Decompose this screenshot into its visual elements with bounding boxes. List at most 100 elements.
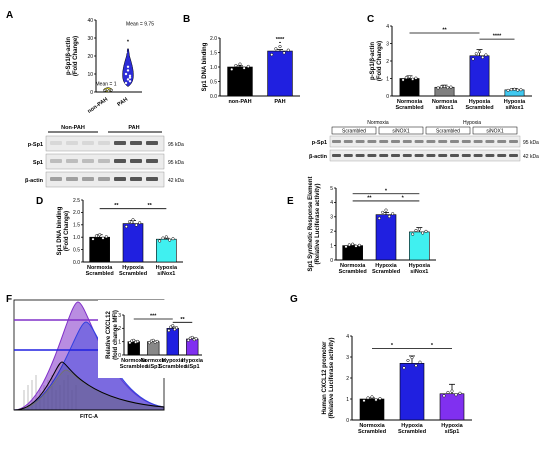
- y-axis-label: Sp1 DNA binding: [57, 206, 63, 255]
- blot-kda-label: 95 kDa: [523, 140, 539, 146]
- y-tick-label: 4: [386, 24, 389, 30]
- x-tick-label: Scrambled: [395, 105, 423, 111]
- y-axis-label: p-Sp1/β-actin: [370, 42, 376, 80]
- data-point: [391, 212, 395, 216]
- chart-e-bar: 0 1 2 3 4 5 Sp1 Synthetic Response Element (Rel…: [308, 176, 436, 275]
- y-tick-label: 3: [346, 355, 349, 361]
- blot-sub-box: [378, 126, 424, 135]
- blot-sub-box: [425, 126, 471, 135]
- data-point: [439, 85, 443, 89]
- y-tick-label: 0.0: [210, 94, 217, 100]
- data-point: [136, 339, 140, 343]
- y-axis-label: (Fold Change): [64, 211, 70, 251]
- blot-band: [497, 154, 507, 157]
- x-tick-label: Normoxia: [340, 263, 366, 269]
- significance-label: **: [442, 28, 447, 34]
- data-point: [436, 86, 440, 90]
- blot-strip: [329, 149, 521, 162]
- blot-band: [82, 159, 94, 163]
- y-tick-label: 1: [346, 397, 349, 403]
- blot-band: [426, 154, 436, 157]
- data-point: [424, 229, 428, 233]
- data-point: [516, 88, 520, 92]
- y-tick-label: 2.5: [73, 198, 80, 204]
- x-tick-label: Normoxia: [432, 99, 458, 105]
- significance-label: **: [180, 317, 185, 323]
- x-tick-label: Scrambled: [398, 429, 426, 435]
- data-point: [91, 237, 95, 241]
- x-tick-label: siNox1: [410, 269, 428, 275]
- x-tick-label: Scrambled: [120, 364, 148, 370]
- data-point: [351, 242, 355, 246]
- data-point: [167, 328, 171, 333]
- significance-label: *: [127, 39, 130, 45]
- bar: [122, 223, 144, 263]
- data-point: [357, 243, 361, 247]
- x-tick-label: Hypoxia: [401, 423, 423, 429]
- y-tick-label: 1.5: [210, 50, 217, 56]
- data-point: [158, 239, 162, 243]
- blot-kda-label: 42 kDa: [168, 178, 184, 184]
- y-axis-label: (Fold Change): [73, 36, 79, 76]
- data-point: [387, 214, 391, 219]
- blot-sub-label: Scrambled: [436, 129, 460, 135]
- significance-label: **: [148, 203, 153, 209]
- y-tick-label: 0: [90, 90, 93, 96]
- data-point: [354, 244, 358, 248]
- y-tick-label: 2: [386, 59, 389, 65]
- bar: [267, 50, 293, 97]
- data-point: [242, 66, 246, 70]
- blot-band: [50, 177, 62, 181]
- data-point: [404, 76, 408, 80]
- data-point: [274, 47, 278, 51]
- y-tick-label: 20: [87, 54, 93, 60]
- blot-band: [379, 140, 389, 143]
- data-point: [362, 399, 366, 403]
- data-point: [421, 231, 425, 235]
- western-blot-a: Non-PAH PAH p-Sp1 95 kDa Sp1 95 kDa β-actin 42 …: [25, 125, 184, 188]
- x-tick-label: siSp1: [445, 429, 460, 435]
- y-tick-label: 1: [330, 243, 333, 249]
- panel-label-c: C: [367, 14, 374, 25]
- blot-band: [485, 140, 495, 143]
- significance-label: ****: [493, 34, 502, 40]
- x-tick-label: Normoxia: [359, 423, 385, 429]
- data-point: [234, 64, 238, 68]
- blot-band: [391, 154, 400, 157]
- data-point: [384, 208, 388, 212]
- data-point: [410, 356, 414, 360]
- data-point: [417, 227, 421, 231]
- y-tick-label: 0.5: [73, 247, 80, 253]
- data-point: [481, 55, 485, 59]
- data-point: [370, 395, 374, 399]
- data-point: [449, 85, 453, 89]
- data-point: [411, 77, 415, 81]
- data-point: [171, 237, 175, 241]
- data-point: [110, 88, 113, 92]
- blot-band: [146, 177, 158, 181]
- blot-condition-label: Normoxia: [367, 120, 389, 126]
- blot-band: [343, 140, 353, 143]
- data-point: [131, 218, 135, 222]
- y-tick-label: 3: [330, 215, 333, 221]
- data-point: [446, 86, 450, 90]
- x-tick-label: Scrambled: [465, 105, 493, 111]
- x-tick-label: Hypoxia: [469, 99, 491, 105]
- y-tick-label: 4: [346, 334, 349, 340]
- y-tick-label: 0.5: [210, 79, 217, 85]
- data-point: [270, 53, 274, 57]
- x-tick-label: Hypoxia: [441, 423, 463, 429]
- data-point: [173, 327, 177, 331]
- data-point: [377, 216, 381, 220]
- blot-band: [66, 159, 78, 163]
- x-tick-label: siNox1: [157, 271, 175, 277]
- significance-label: *: [385, 188, 388, 194]
- blot-band: [98, 177, 110, 181]
- panel-label-g: G: [290, 294, 298, 305]
- data-point: [124, 51, 128, 54]
- x-tick-label: Hypoxia: [162, 358, 184, 364]
- blot-band: [497, 140, 507, 143]
